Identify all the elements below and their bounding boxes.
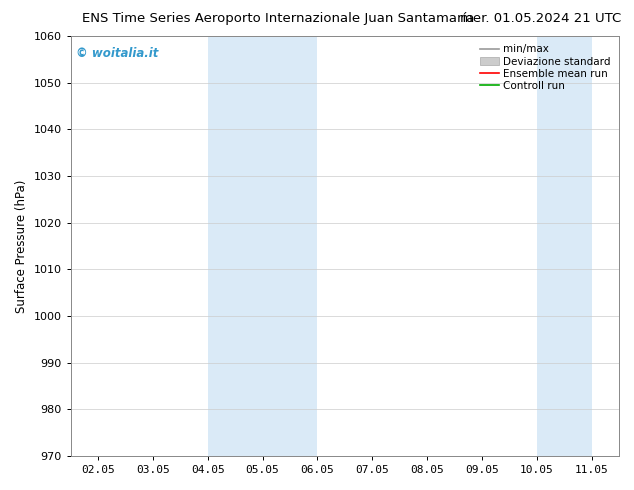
Text: ENS Time Series Aeroporto Internazionale Juan Santamaría: ENS Time Series Aeroporto Internazionale… (82, 12, 475, 25)
Bar (208, 36, 318, 456)
Y-axis label: Surface Pressure (hPa): Surface Pressure (hPa) (15, 179, 28, 313)
Legend: min/max, Deviazione standard, Ensemble mean run, Controll run: min/max, Deviazione standard, Ensemble m… (477, 41, 614, 94)
Text: mer. 01.05.2024 21 UTC: mer. 01.05.2024 21 UTC (460, 12, 621, 25)
Text: © woitalia.it: © woitalia.it (76, 47, 158, 60)
Bar (537, 36, 592, 456)
